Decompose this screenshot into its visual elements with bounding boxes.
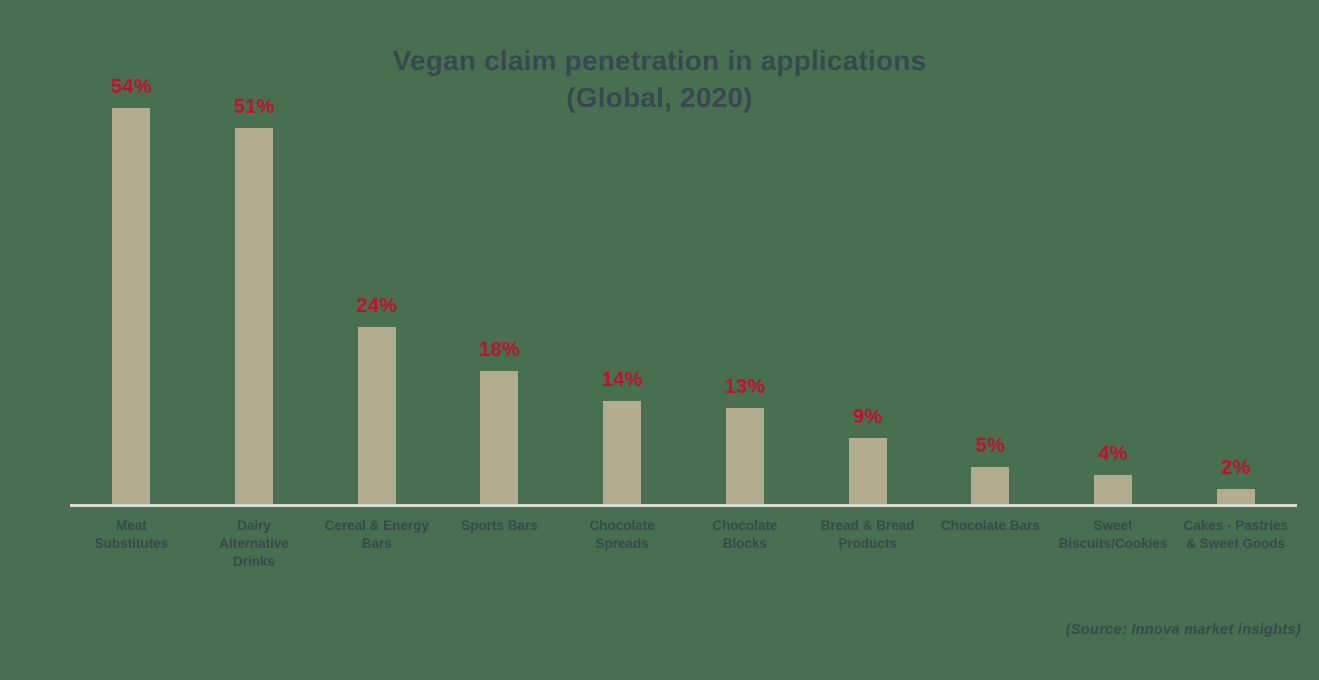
bar-value-label: 18% <box>478 339 520 361</box>
bar-column: 54% <box>70 76 193 504</box>
bar-column: 13% <box>684 76 807 504</box>
bar-value-label: 2% <box>1220 457 1251 479</box>
bar-value-label: 54% <box>110 76 152 98</box>
x-axis-label: Cakes - Pastries & Sweet Goods <box>1183 518 1288 551</box>
bar <box>1093 475 1132 504</box>
x-axis-label: Meat Substitutes <box>94 518 169 551</box>
bar-column: 4% <box>1052 76 1175 504</box>
bar-column: 2% <box>1174 76 1297 504</box>
bar <box>480 371 519 504</box>
chart-title-block: Vegan claim penetration in applications … <box>0 42 1319 116</box>
x-axis-label: Chocolate Bars <box>940 518 1040 533</box>
x-axis-label: Cereal & Energy Bars <box>324 518 429 551</box>
bar-value-label: 24% <box>356 295 398 317</box>
bar-column: 24% <box>315 76 438 504</box>
bar-column: 9% <box>806 76 929 504</box>
x-axis-label: Sports Bars <box>461 518 538 533</box>
bar <box>112 108 151 504</box>
bar-value-label: 51% <box>233 96 275 118</box>
x-axis-label: Dairy Alternative Drinks <box>219 518 289 569</box>
x-axis-label: Chocolate Spreads <box>589 518 655 551</box>
x-axis-label: Chocolate Blocks <box>712 518 778 551</box>
bar-value-label: 14% <box>601 369 643 391</box>
bar-column: 5% <box>929 76 1052 504</box>
bar <box>603 401 642 504</box>
source-note: (Source: Innova market insights) <box>1065 622 1301 638</box>
bar-column: 18% <box>438 76 561 504</box>
bar-value-label: 13% <box>724 376 766 398</box>
bar-value-label: 4% <box>1098 443 1128 465</box>
plot-area: 54% 51% 24% 18% 14% 13% 9% 5% 4% 2% Meat Substitu… <box>70 76 1297 571</box>
bar <box>235 128 274 504</box>
x-axis-labels: Meat Substitutes Dairy Alternative Drinks… <box>70 507 1297 571</box>
bar <box>725 408 764 504</box>
bar <box>971 467 1010 504</box>
x-axis-label: Sweet Biscuits/Cookies <box>1058 518 1168 551</box>
bar-column: 14% <box>561 76 684 504</box>
chart-subtitle: (Global, 2020) <box>566 82 753 113</box>
bar <box>357 327 396 504</box>
bar-column: 51% <box>193 76 316 504</box>
x-axis-label: Bread & Bread Products <box>820 518 915 551</box>
bar-value-label: 9% <box>852 406 883 428</box>
chart-title: Vegan claim penetration in applications <box>392 45 927 76</box>
bar-value-label: 5% <box>975 435 1006 457</box>
bar <box>1216 489 1255 504</box>
bars-container: 54% 51% 24% 18% 14% 13% 9% 5% 4% 2% <box>70 76 1297 504</box>
x-axis-line <box>70 504 1297 507</box>
bar <box>848 438 887 504</box>
